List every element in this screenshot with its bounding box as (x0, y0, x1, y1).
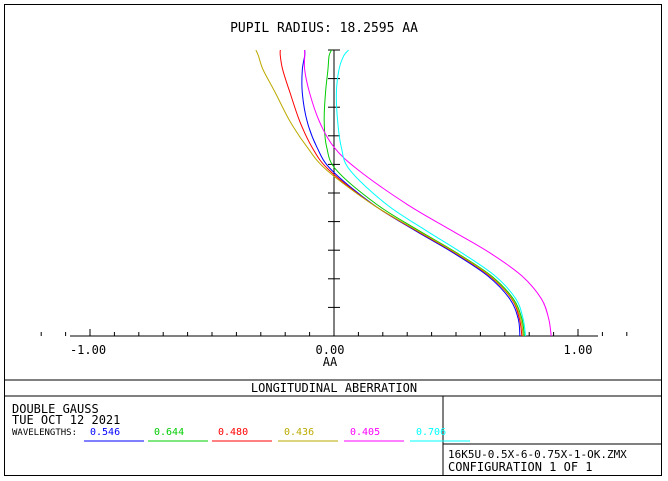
plot-frame (4, 4, 662, 476)
lens-file: 16K5U-0.5X-6-0.75X-1-OK.ZMX (448, 448, 627, 461)
curve-0-405 (303, 50, 552, 337)
legend-label: 0.480 (218, 427, 248, 438)
run-date: TUE OCT 12 2021 (12, 413, 120, 427)
lens-name: DOUBLE GAUSS (12, 402, 99, 416)
legend-label: 0.644 (154, 427, 184, 438)
x-axis-label: AA (323, 355, 338, 369)
x-tick-label-neg1: -1.00 (70, 343, 106, 357)
legend-label: 0.546 (90, 427, 120, 438)
curve-0-480 (279, 49, 523, 337)
chart-title: PUPIL RADIUS: 18.2595 AA (230, 21, 418, 36)
curve-0-436 (255, 49, 524, 337)
y-ticks (328, 49, 340, 337)
curve-0-546 (301, 49, 521, 337)
x-tick-label-0: 0.00 (316, 343, 345, 357)
curve-0-706 (335, 49, 526, 337)
legend: 0.546 0.644 0.480 0.436 0.405 0.706 (84, 427, 470, 442)
legend-label: 0.405 (350, 427, 380, 438)
legend-label: 0.436 (284, 427, 314, 438)
legend-label: 0.706 (416, 427, 446, 438)
aberration-curves (255, 49, 552, 337)
x-tick-label-pos1: 1.00 (564, 343, 593, 357)
wavelengths-label: WAVELENGTHS: (12, 428, 77, 438)
configuration: CONFIGURATION 1 OF 1 (448, 460, 593, 474)
footer-caption: LONGITUDINAL ABERRATION (251, 381, 417, 395)
curve-0-644 (323, 49, 525, 337)
x-ticks (40, 329, 628, 336)
